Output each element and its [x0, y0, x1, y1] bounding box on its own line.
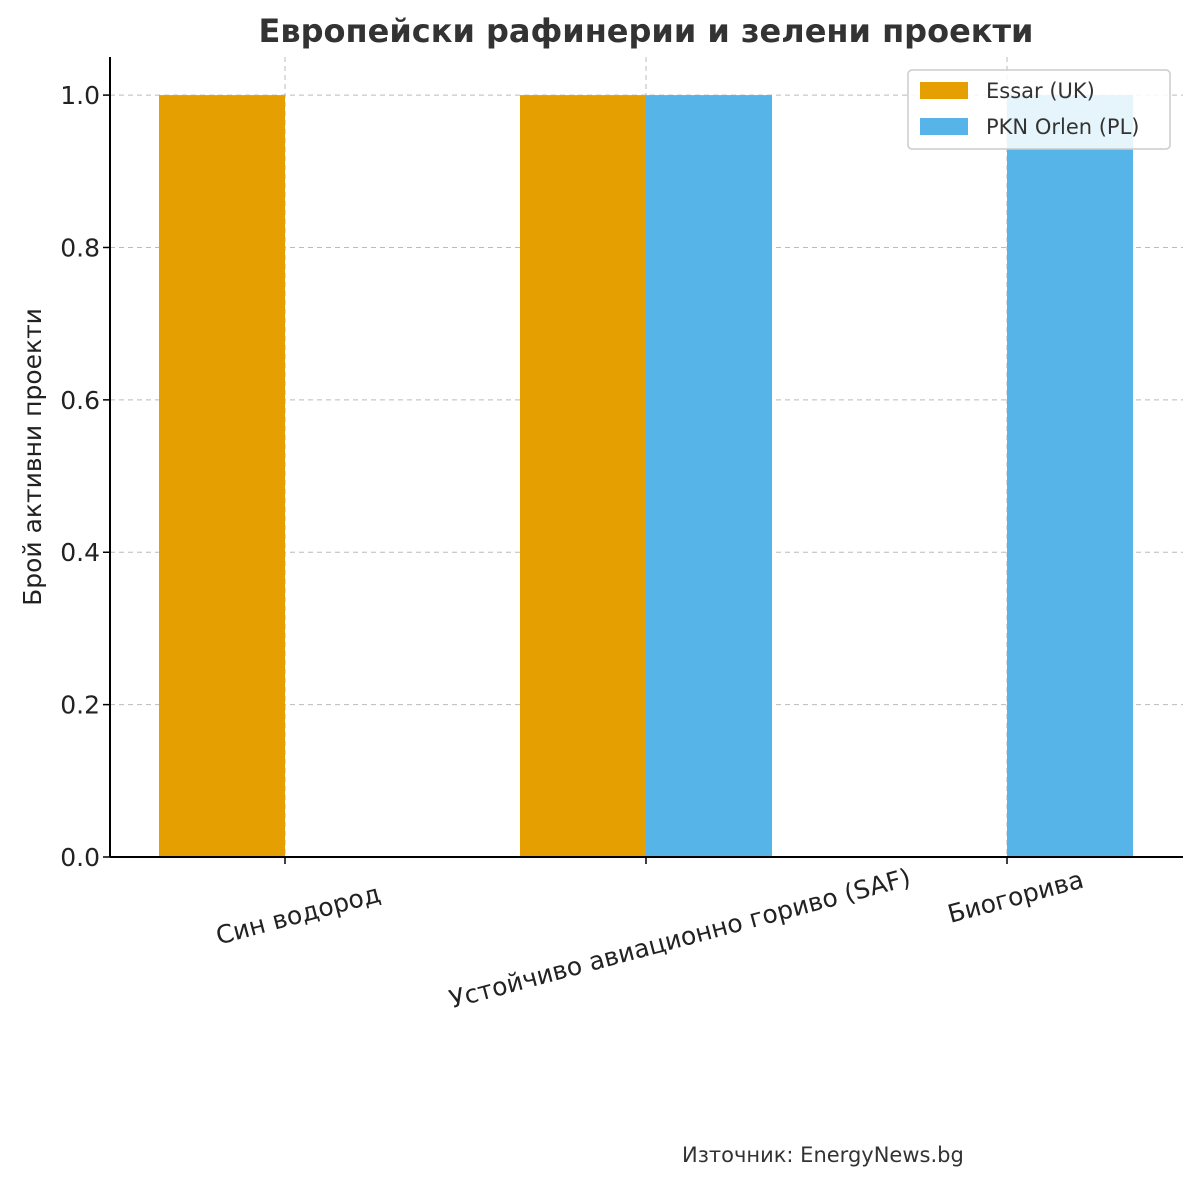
bar-pkn-orlen-1 [646, 95, 772, 858]
legend-box [907, 69, 1171, 150]
legend: Essar (UK) PKN Orlen (PL) [907, 69, 1171, 150]
x-tick-label: Син водород [213, 879, 384, 951]
chart-title: Европейски рафинерии и зелени проекти [259, 12, 1034, 50]
legend-swatch-pkn-orlen [920, 118, 968, 135]
y-ticks: 0.0 0.2 0.4 0.6 0.8 1.0 [60, 81, 110, 872]
x-ticks: Син водород Устойчиво авиационно гориво (… [213, 857, 1087, 1014]
y-tick-label: 0.8 [60, 233, 100, 262]
bar-essar-1 [520, 95, 646, 858]
y-tick-label: 0.0 [60, 843, 100, 872]
bar-essar-0 [159, 95, 285, 858]
y-tick-label: 0.4 [60, 538, 100, 567]
bars [159, 95, 1133, 858]
source-note: Източник: EnergyNews.bg [682, 1143, 964, 1167]
bar-pkn-orlen-2 [1007, 95, 1133, 858]
y-tick-label: 0.6 [60, 386, 100, 415]
y-tick-label: 1.0 [60, 81, 100, 110]
legend-label-essar: Essar (UK) [986, 79, 1095, 103]
legend-swatch-essar [920, 82, 968, 99]
y-axis-label: Брой активни проекти [18, 308, 47, 606]
x-tick-label: Биогорива [944, 865, 1086, 929]
legend-label-pkn-orlen: PKN Orlen (PL) [986, 115, 1139, 139]
y-tick-label: 0.2 [60, 691, 100, 720]
x-tick-label: Устойчиво авиационно гориво (SAF) [446, 863, 913, 1014]
